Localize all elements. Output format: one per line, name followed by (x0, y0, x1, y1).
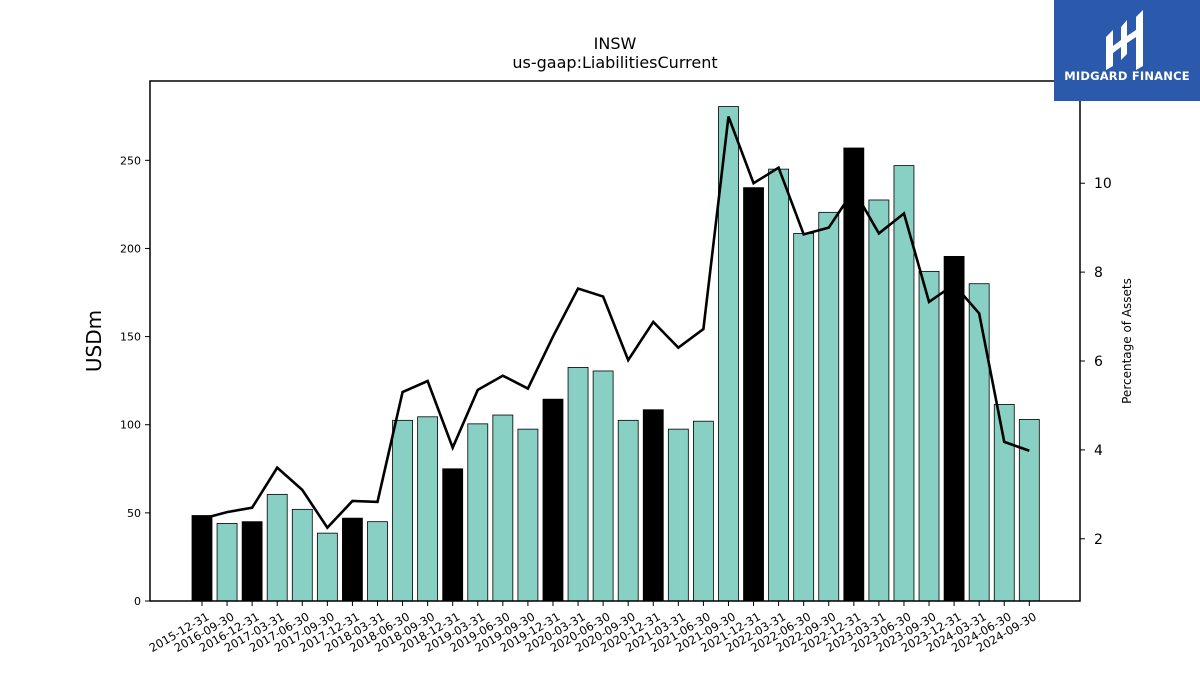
bar-2022-06-30 (793, 233, 815, 602)
bar-2017-03-31 (266, 493, 288, 602)
chart-subtitle: us-gaap:LiabilitiesCurrent (512, 53, 717, 72)
y-tick-label-200: 200 (120, 242, 141, 255)
line-layer (201, 116, 1030, 530)
left-axis: 0 50 100 150 200 250 (120, 154, 150, 608)
y2-axis-label: Percentage of Assets (1120, 278, 1134, 404)
bar-2017-06-30 (291, 508, 313, 602)
bar-2020-09-30 (617, 419, 639, 602)
midgard-logo-icon (1106, 10, 1143, 70)
brand-logo: MIDGARD FINANCE (1054, 0, 1200, 101)
y-tick-label-250: 250 (120, 154, 141, 167)
bar-2023-12-31 (943, 255, 965, 602)
bar-2022-12-31 (843, 147, 865, 602)
y2-tick-label-8: 8 (1094, 265, 1103, 281)
bar-2020-03-31 (567, 367, 589, 602)
bar-2018-03-31 (367, 521, 388, 602)
bar-2019-03-31 (467, 423, 489, 602)
bar-2017-09-30 (316, 532, 338, 602)
bar-2018-06-30 (392, 419, 413, 602)
bar-2021-12-31 (743, 187, 764, 602)
bars-layer (191, 106, 1040, 602)
bar-2024-06-30 (993, 404, 1015, 602)
y2-tick-label-10: 10 (1094, 176, 1112, 192)
bar-2020-12-31 (642, 409, 664, 602)
y-axis-label: USDm (82, 310, 106, 372)
percentage-line (201, 116, 1030, 530)
bar-2019-06-30 (492, 414, 514, 602)
y-tick-label-100: 100 (120, 419, 141, 432)
y2-tick-label-6: 6 (1094, 354, 1103, 370)
bar-2024-03-31 (968, 283, 990, 602)
bar-2023-03-31 (868, 199, 890, 602)
y-tick-label-50: 50 (127, 507, 141, 520)
bar-2024-09-30 (1018, 419, 1040, 602)
bar-2019-12-31 (542, 398, 564, 602)
x-axis: 2015-12-312016-09-302016-12-312017-03-31… (147, 601, 1039, 655)
bar-2018-09-30 (417, 416, 439, 602)
bar-2021-03-31 (667, 428, 689, 602)
brand-name: MIDGARD FINANCE (1064, 69, 1190, 83)
y2-tick-label-4: 4 (1094, 443, 1103, 459)
bar-2017-12-31 (342, 517, 363, 602)
right-axis: 2 4 6 8 10 (1080, 176, 1112, 548)
bar-2019-09-30 (517, 428, 539, 602)
plot-frame (149, 80, 1081, 602)
bar-2016-09-30 (216, 523, 238, 602)
bar-2016-12-31 (241, 521, 263, 602)
bar-2023-09-30 (918, 270, 940, 602)
chart-title: INSW (594, 34, 637, 53)
y-tick-label-0: 0 (134, 595, 141, 608)
bar-2015-12-31 (191, 515, 213, 602)
bar-2020-06-30 (592, 370, 614, 602)
y2-tick-label-2: 2 (1094, 532, 1103, 548)
y-tick-label-150: 150 (120, 331, 141, 344)
bar-2023-06-30 (893, 165, 915, 602)
bar-2022-09-30 (818, 211, 840, 602)
bar-2018-12-31 (442, 468, 464, 602)
bar-2021-06-30 (693, 420, 714, 602)
bar-2022-03-31 (768, 168, 790, 602)
